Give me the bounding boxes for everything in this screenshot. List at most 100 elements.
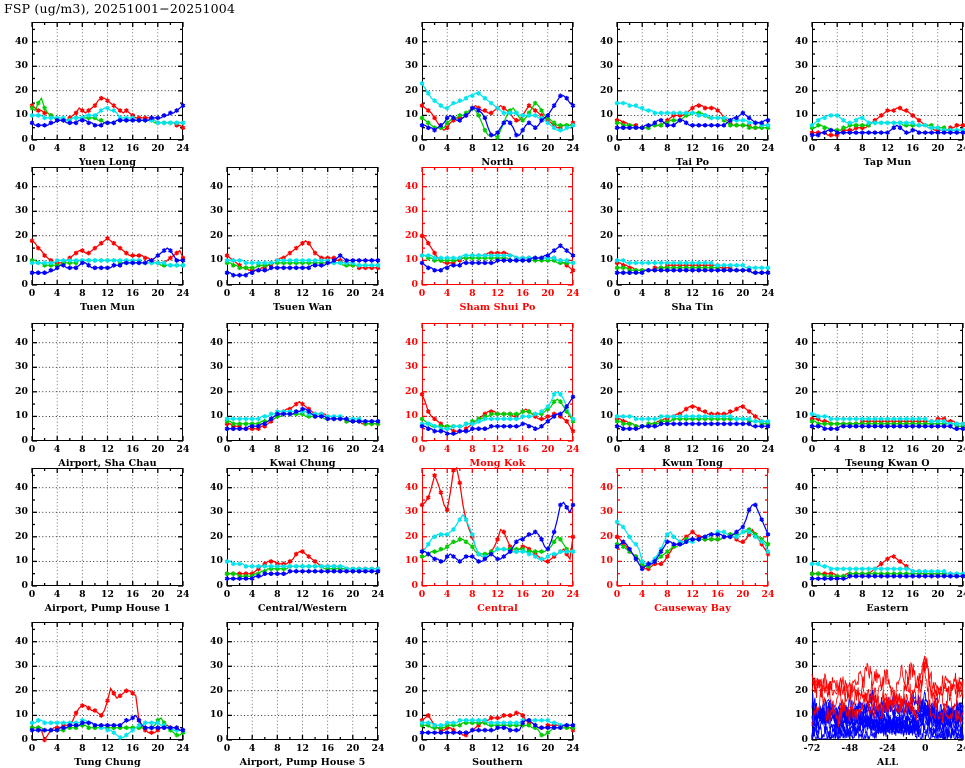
x-tick-label: 20 (541, 444, 555, 455)
y-tick-label: 20 (600, 385, 613, 397)
series-markers-20251004 (419, 93, 576, 138)
x-tick-label: 4 (638, 143, 646, 154)
x-tick-label: 4 (443, 589, 451, 600)
y-tick-label: 20 (405, 530, 418, 542)
series-line-20251004 (422, 501, 574, 563)
series-markers-20251004 (29, 103, 186, 128)
y-tick-label: 40 (600, 336, 613, 348)
x-tick-label: 24 (176, 444, 190, 455)
panel-title: Tap Mun (863, 157, 912, 168)
series-markers-20251004 (224, 406, 381, 432)
x-tick-label: 20 (346, 743, 360, 754)
y-tick-label: 10 (405, 109, 418, 121)
x-tick-label: 24 (956, 143, 965, 154)
plot-canvas (419, 466, 576, 587)
x-tick-label: 0 (418, 589, 426, 600)
x-tick-label: 0 (613, 444, 621, 455)
x-tick-label: 0 (223, 444, 231, 455)
x-tick-label: 24 (566, 444, 580, 455)
chart-panel-sha-tin: 0 10 20 30 40 0 4 8 12 16 20 24 Sha Tin (600, 167, 774, 313)
y-tick-label: 0 (411, 279, 418, 290)
panel-title: ALL (876, 757, 899, 768)
y-tick-label: 40 (795, 336, 808, 348)
y-tick-label: 40 (600, 35, 613, 47)
x-tick-label: 4 (443, 444, 451, 455)
series-markers-20251004 (419, 502, 576, 564)
panel-title: Central (477, 603, 518, 614)
x-tick-label: 0 (28, 743, 36, 754)
y-tick-label: 20 (15, 530, 28, 542)
x-tick-label: 12 (686, 589, 699, 600)
x-tick-label: 0 (28, 143, 36, 154)
x-tick-label: 16 (321, 288, 335, 299)
x-tick-label: 12 (881, 589, 894, 600)
x-tick-label: 16 (906, 444, 920, 455)
chart-panel-tsuen-wan: 0 10 20 30 40 0 4 8 12 16 20 24 Tsuen Wan (210, 167, 384, 313)
x-tick-label: 0 (223, 589, 231, 600)
x-tick-label: 20 (736, 444, 750, 455)
panel-title: Sha Tin (671, 302, 714, 313)
y-tick-label: 40 (15, 35, 28, 47)
y-tick-label: 20 (210, 229, 223, 241)
x-tick-label: 16 (126, 743, 140, 754)
x-tick-label: 8 (469, 589, 476, 600)
y-tick-label: 30 (405, 60, 418, 72)
y-tick-label: 0 (411, 580, 418, 591)
y-tick-label: 10 (15, 555, 28, 567)
x-tick-label: 0 (808, 444, 816, 455)
series-markers-20251004 (29, 715, 186, 733)
x-tick-label: 20 (541, 589, 555, 600)
x-tick-label: 8 (469, 444, 476, 455)
y-tick-label: 30 (795, 361, 808, 373)
x-tick-label: 8 (469, 743, 476, 754)
plot-canvas (614, 167, 771, 286)
panel-title: Eastern (866, 603, 909, 614)
y-tick-label: 20 (15, 385, 28, 397)
x-tick-label: 24 (956, 589, 965, 600)
x-tick-label: 4 (53, 288, 61, 299)
x-tick-label: 24 (371, 589, 385, 600)
x-tick-label: 20 (151, 589, 165, 600)
x-tick-label: 24 (176, 589, 190, 600)
plot-canvas (809, 323, 965, 442)
plot-canvas (29, 22, 186, 141)
chart-panel-eastern: 0 10 20 30 40 0 4 8 12 16 20 24 Eastern (795, 468, 965, 614)
x-tick-label: 4 (248, 444, 256, 455)
x-tick-label: 12 (101, 589, 114, 600)
x-tick-label: 20 (931, 444, 945, 455)
x-tick-label: 20 (151, 743, 165, 754)
x-tick-label: -24 (879, 743, 896, 754)
x-tick-label: 24 (566, 288, 580, 299)
panel-title: Causeway Bay (654, 603, 731, 614)
panel-title: Airport, Sha Chau (58, 458, 157, 469)
x-tick-label: 16 (516, 589, 530, 600)
plot-canvas (419, 323, 576, 442)
x-tick-label: 4 (638, 589, 646, 600)
x-tick-label: 20 (736, 288, 750, 299)
x-tick-label: 20 (151, 288, 165, 299)
y-tick-label: 0 (21, 435, 28, 446)
y-tick-label: 30 (15, 205, 28, 217)
x-tick-label: 24 (566, 589, 580, 600)
x-tick-label: 16 (711, 589, 725, 600)
x-tick-label: 20 (541, 288, 555, 299)
y-tick-label: 10 (600, 254, 613, 266)
x-tick-label: 12 (101, 143, 114, 154)
y-tick-label: 20 (210, 684, 223, 696)
x-tick-label: 24 (956, 444, 965, 455)
chart-panel-sham-shui-po: 0 10 20 30 40 0 4 8 12 16 20 24 Sham Shui Po (405, 167, 579, 313)
series-markers-20251004 (614, 421, 771, 432)
x-tick-label: 0 (418, 288, 426, 299)
y-tick-label: 0 (411, 134, 418, 145)
y-tick-label: 0 (801, 134, 808, 145)
plot-canvas (614, 22, 771, 141)
y-tick-label: 40 (210, 180, 223, 192)
series-markers-20251004 (419, 243, 576, 273)
y-tick-label: 0 (606, 435, 613, 446)
y-tick-label: 30 (600, 361, 613, 373)
x-tick-label: 8 (859, 444, 866, 455)
plot-canvas (29, 167, 186, 286)
x-tick-label: 8 (664, 143, 671, 154)
y-tick-label: 30 (210, 660, 223, 672)
panel-title: Kwai Chung (269, 458, 336, 469)
